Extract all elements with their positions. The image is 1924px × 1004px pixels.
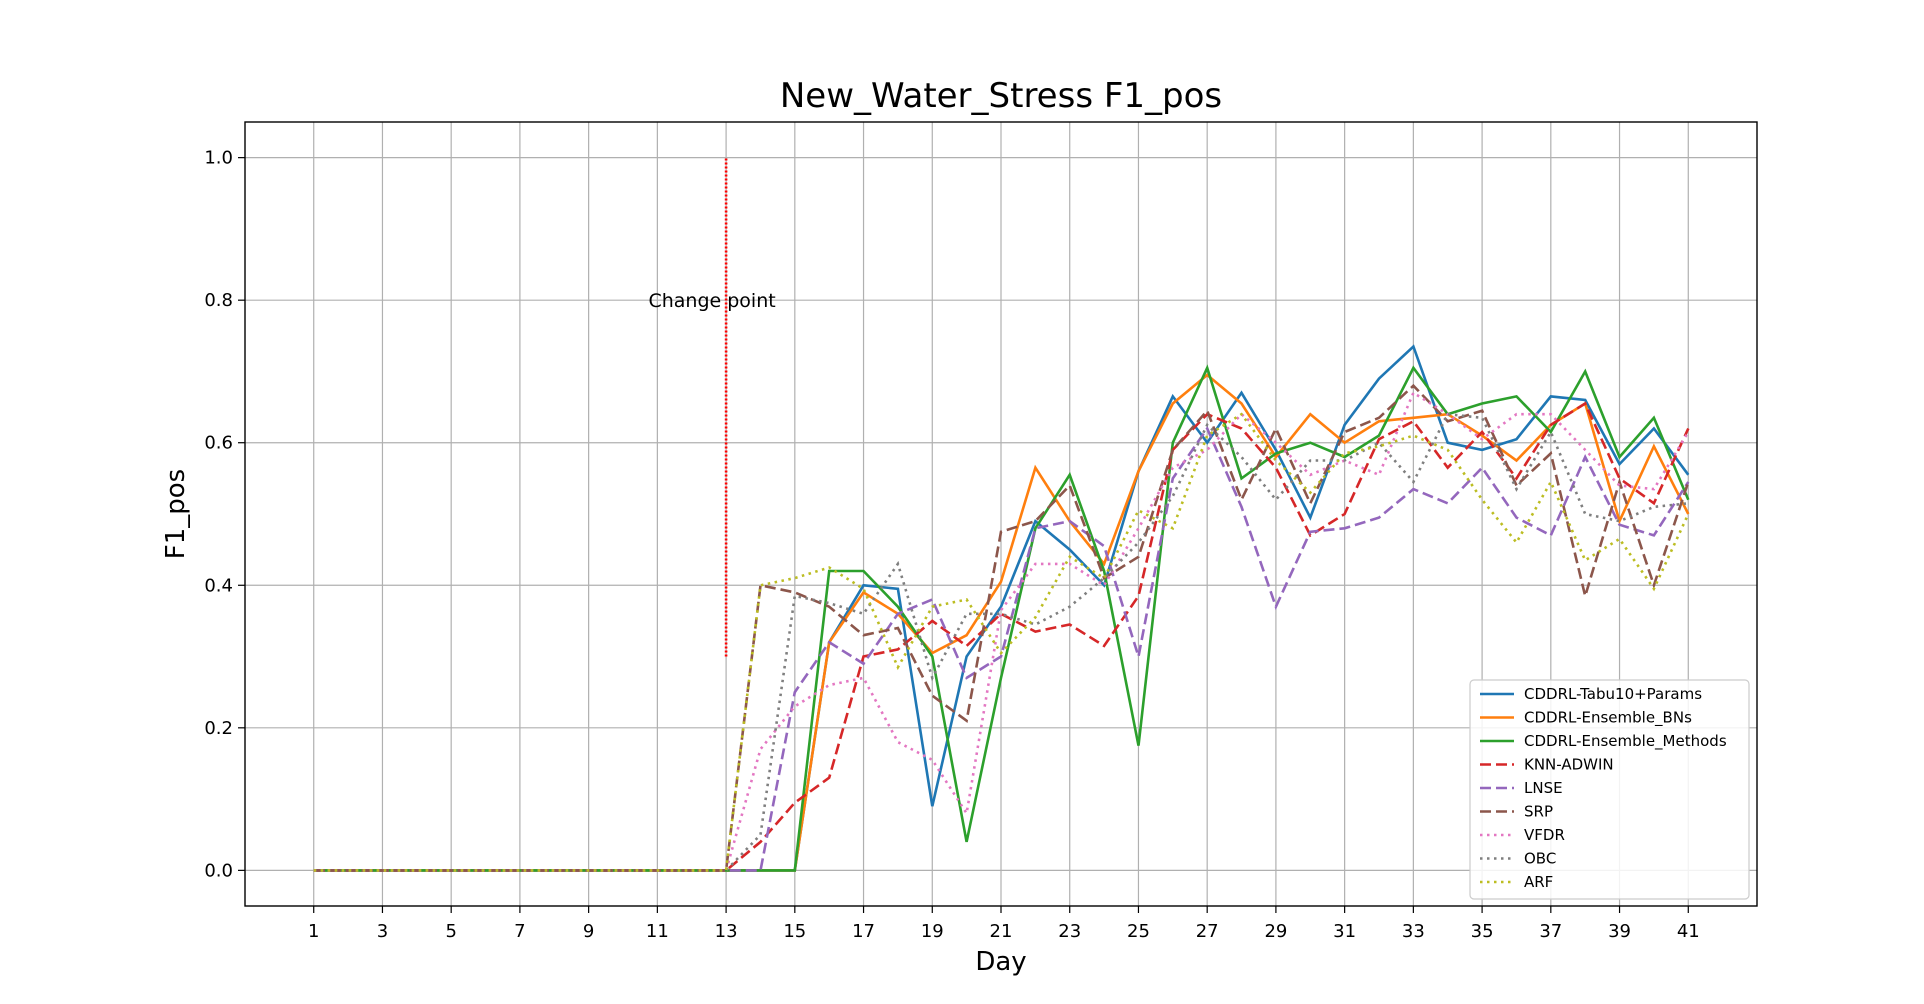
x-tick-label: 7 xyxy=(514,921,525,942)
legend-entry-label: ARF xyxy=(1524,873,1553,891)
legend-box xyxy=(1469,679,1750,900)
x-tick-label: 23 xyxy=(1058,921,1081,942)
legend-entry-label: CDDRL-Tabu10+Params xyxy=(1524,685,1702,703)
plot-frame xyxy=(244,121,1758,907)
x-tick-label: 15 xyxy=(783,921,806,942)
x-tick-label: 37 xyxy=(1539,921,1562,942)
y-axis-label: F1_pos xyxy=(161,469,191,559)
y-tick-label: 0.8 xyxy=(204,290,233,311)
y-tick-label: 0.2 xyxy=(204,718,233,739)
x-axis-label: Day xyxy=(975,947,1026,977)
x-tick-label: 41 xyxy=(1677,921,1700,942)
y-tick-label: 0.0 xyxy=(204,860,233,881)
x-tick-label: 33 xyxy=(1402,921,1425,942)
x-tick-label: 1 xyxy=(308,921,319,942)
legend-entry-label: CDDRL-Ensemble_Methods xyxy=(1524,732,1727,751)
legend-entry-label: CDDRL-Ensemble_BNs xyxy=(1524,709,1692,728)
series-line-5 xyxy=(313,383,1690,872)
series-line-6 xyxy=(313,390,1690,872)
change-point-label: Change point xyxy=(648,290,775,312)
legend-entry-label: KNN-ADWIN xyxy=(1524,756,1614,774)
x-tick-label: 27 xyxy=(1196,921,1219,942)
chart-title: New_Water_Stress F1_pos xyxy=(780,76,1222,116)
x-tick-label: 17 xyxy=(852,921,875,942)
x-tick-label: 5 xyxy=(445,921,456,942)
x-tick-label: 29 xyxy=(1264,921,1287,942)
legend-entry-label: VFDR xyxy=(1524,826,1565,844)
y-tick-label: 0.4 xyxy=(204,575,233,596)
x-tick-label: 9 xyxy=(583,921,594,942)
x-tick-label: 25 xyxy=(1127,921,1150,942)
series-line-8 xyxy=(313,412,1690,872)
y-tick-label: 1.0 xyxy=(204,148,233,169)
legend-entry-label: LNSE xyxy=(1524,779,1563,797)
y-tick-label: 0.6 xyxy=(204,433,233,454)
legend-entry-label: SRP xyxy=(1524,803,1553,821)
x-tick-label: 11 xyxy=(646,921,669,942)
x-tick-label: 39 xyxy=(1608,921,1631,942)
legend-entry-label: OBC xyxy=(1524,850,1556,868)
axis-ticks: 1 3 5 7 9 11 13 15 17 19 21 23 25 27 29 31 33 35 37 39 410.0… xyxy=(204,148,1699,942)
x-tick-label: 13 xyxy=(715,921,738,942)
x-tick-label: 21 xyxy=(990,921,1013,942)
x-tick-label: 35 xyxy=(1471,921,1494,942)
x-tick-label: 31 xyxy=(1333,921,1356,942)
series-lines xyxy=(313,344,1690,872)
x-tick-label: 3 xyxy=(377,921,388,942)
legend: CDDRL-Tabu10+Params CDDRL-Ensemble_BNs CDD… xyxy=(1469,679,1750,900)
x-tick-label: 19 xyxy=(921,921,944,942)
